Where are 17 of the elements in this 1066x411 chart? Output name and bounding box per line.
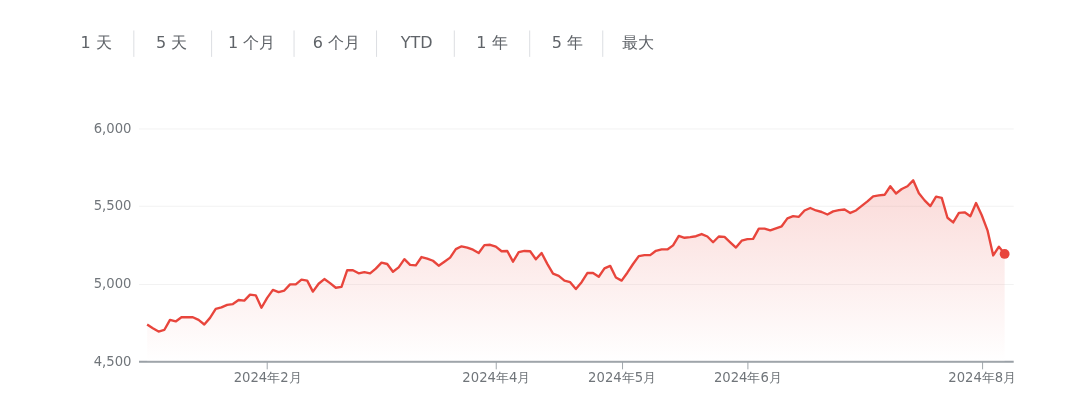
text: 1 天 (80, 33, 112, 53)
x-tick-label: 2024年2月 (233, 369, 302, 385)
x-tick-label: 2024年5月 (588, 369, 657, 385)
text: 1 年 (476, 33, 508, 53)
x-tick-label: 2024年8月 (948, 369, 1017, 385)
x-tick-label: 2024年4月 (462, 369, 531, 385)
x-tick-label: 2024年6月 (713, 369, 782, 385)
y-tick-label: 4,500 (93, 353, 132, 369)
y-tick-label: 5,000 (93, 275, 132, 291)
y-tick-label: 5,500 (93, 198, 132, 214)
text: 最大 (622, 33, 655, 53)
text: 5 年 (551, 33, 584, 53)
text: 5 天 (155, 33, 188, 53)
text: 1 个月 (228, 33, 276, 53)
text: YTD (399, 33, 433, 53)
y-tick-label: 6,000 (93, 120, 132, 136)
text: 6 个月 (312, 33, 361, 53)
